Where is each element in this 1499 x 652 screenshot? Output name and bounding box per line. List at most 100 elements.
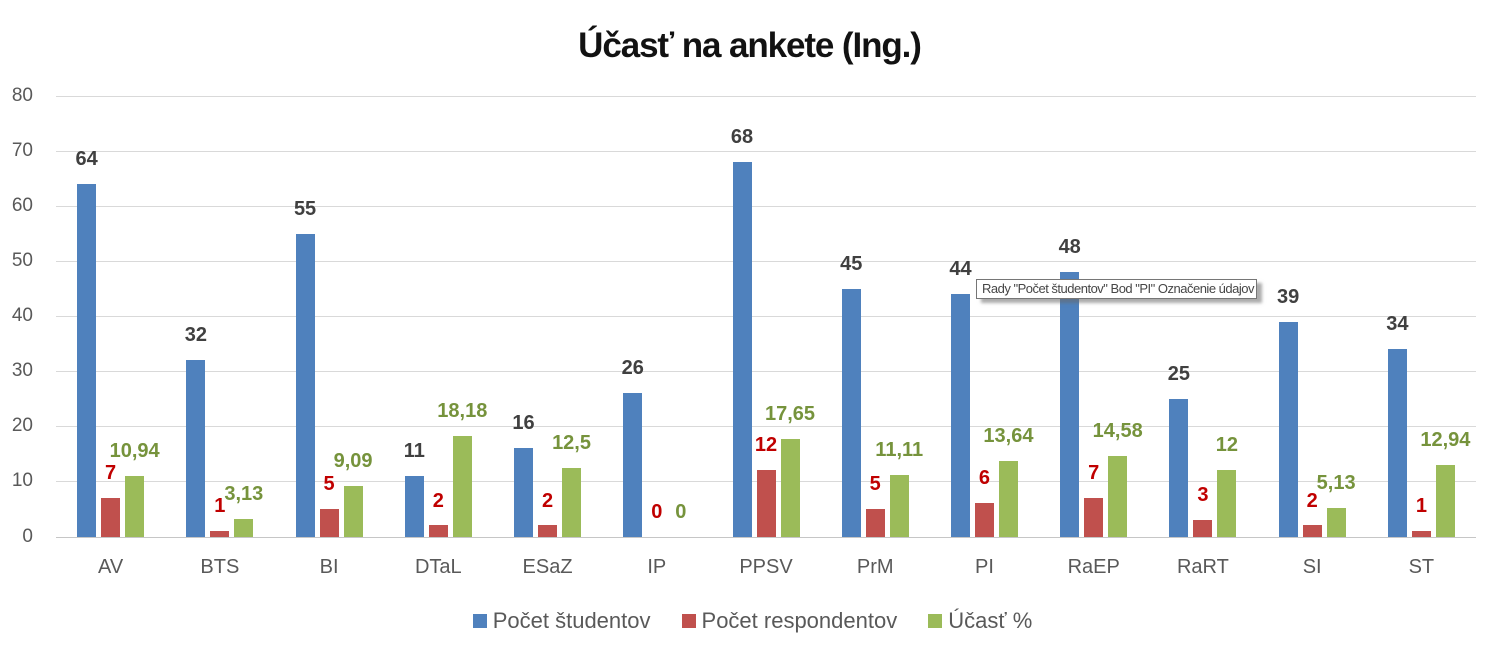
data-label-pocet-studentov-raep[interactable]: 48 xyxy=(1058,236,1081,259)
bar-pocet-studentov-st[interactable] xyxy=(1387,349,1407,537)
chart-title[interactable]: Účasť na ankete (Ing.) xyxy=(578,26,922,65)
bar-ucast-percent-esaz[interactable] xyxy=(562,467,582,537)
bar-ucast-percent-ppsv[interactable] xyxy=(780,439,800,537)
bar-pocet-studentov-dtal[interactable] xyxy=(404,475,424,537)
data-label-pocet-studentov-ip[interactable]: 26 xyxy=(621,357,644,380)
data-label-ucast-percent-dtal[interactable]: 18,18 xyxy=(437,400,488,423)
category-label-rart: RaRT xyxy=(1176,556,1229,578)
legend-label-ucast-percent: Účasť % xyxy=(948,608,1033,633)
bar-pocet-studentov-rart[interactable] xyxy=(1169,398,1189,537)
bar-pocet-respondentov-pi[interactable] xyxy=(974,503,994,537)
y-tick-label-20: 20 xyxy=(11,415,33,436)
bar-pocet-respondentov-dtal[interactable] xyxy=(428,525,448,537)
bar-pocet-respondentov-st[interactable] xyxy=(1411,530,1431,537)
category-label-dtal: DTaL xyxy=(414,556,462,578)
data-label-pocet-respondentov-av[interactable]: 7 xyxy=(105,461,117,484)
gridline-30 xyxy=(56,371,1476,372)
y-tick-label-70: 70 xyxy=(11,140,33,161)
bar-ucast-percent-st[interactable] xyxy=(1435,465,1455,537)
bar-ucast-percent-pi[interactable] xyxy=(998,461,1018,537)
data-label-ucast-percent-rart[interactable]: 12 xyxy=(1215,434,1239,457)
bar-pocet-respondentov-ppsv[interactable] xyxy=(756,470,776,537)
y-tick-label-40: 40 xyxy=(11,305,33,326)
data-label-pocet-studentov-bi[interactable]: 55 xyxy=(293,197,317,220)
y-tick-label-0: 0 xyxy=(22,526,33,547)
data-label-pocet-respondentov-bts[interactable]: 1 xyxy=(214,495,226,517)
data-label-pocet-studentov-st[interactable]: 34 xyxy=(1386,313,1409,336)
bar-pocet-respondentov-rart[interactable] xyxy=(1193,519,1213,537)
bar-pocet-respondentov-bts[interactable] xyxy=(210,530,230,537)
legend-item-pocet-studentov[interactable]: Počet študentov xyxy=(472,610,651,632)
bar-pocet-studentov-ip[interactable] xyxy=(623,393,643,537)
data-label-ucast-percent-raep[interactable]: 14,58 xyxy=(1092,420,1143,443)
data-label-ucast-percent-ip[interactable]: 0 xyxy=(675,500,687,523)
bar-ucast-percent-rart[interactable] xyxy=(1217,470,1237,537)
data-label-ucast-percent-av[interactable]: 10,94 xyxy=(109,440,160,463)
bar-ucast-percent-bi[interactable] xyxy=(343,486,363,537)
data-label-ucast-percent-ppsv[interactable]: 17,65 xyxy=(764,403,816,426)
legend-swatch-pocet-studentov xyxy=(472,614,487,628)
data-label-pocet-respondentov-esaz[interactable]: 2 xyxy=(541,489,554,512)
bar-pocet-studentov-esaz[interactable] xyxy=(514,448,534,537)
data-label-pocet-studentov-prm[interactable]: 45 xyxy=(840,252,863,275)
data-label-ucast-percent-pi[interactable]: 13,64 xyxy=(983,425,1034,448)
bar-pocet-studentov-raep[interactable] xyxy=(1060,272,1080,537)
bar-pocet-studentov-prm[interactable] xyxy=(841,288,861,537)
bar-pocet-studentov-bi[interactable] xyxy=(295,233,315,537)
data-label-pocet-respondentov-si[interactable]: 2 xyxy=(1306,489,1318,512)
bar-ucast-percent-si[interactable] xyxy=(1326,508,1346,537)
bar-pocet-studentov-bts[interactable] xyxy=(186,360,206,537)
data-label-pocet-respondentov-dtal[interactable]: 2 xyxy=(432,489,444,512)
y-tick-label-80: 80 xyxy=(11,85,33,106)
data-label-pocet-respondentov-bi[interactable]: 5 xyxy=(323,472,335,495)
bar-ucast-percent-prm[interactable] xyxy=(889,475,909,537)
data-label-pocet-respondentov-prm[interactable]: 5 xyxy=(869,472,881,495)
data-label-pocet-studentov-bts[interactable]: 32 xyxy=(184,324,207,347)
legend-item-pocet-respondentov[interactable]: Počet respondentov xyxy=(681,610,897,632)
category-label-raep: RaEP xyxy=(1067,556,1120,578)
data-label-pocet-studentov-av[interactable]: 64 xyxy=(75,148,98,171)
bar-pocet-studentov-si[interactable] xyxy=(1278,321,1298,537)
data-label-pocet-studentov-dtal[interactable]: 11 xyxy=(403,439,425,462)
bar-pocet-respondentov-bi[interactable] xyxy=(319,508,339,537)
bar-pocet-respondentov-prm[interactable] xyxy=(865,508,885,537)
bar-pocet-respondentov-si[interactable] xyxy=(1302,525,1322,537)
data-label-pocet-respondentov-rart[interactable]: 3 xyxy=(1197,484,1209,506)
bar-pocet-respondentov-esaz[interactable] xyxy=(538,525,558,537)
data-label-pocet-respondentov-ip[interactable]: 0 xyxy=(651,500,663,523)
gridline-80 xyxy=(56,96,1476,97)
category-label-st: ST xyxy=(1408,556,1435,578)
legend-item-ucast-percent[interactable]: Účasť % xyxy=(928,610,1032,632)
bar-ucast-percent-raep[interactable] xyxy=(1108,456,1128,537)
category-label-prm: PrM xyxy=(856,556,894,578)
bar-pocet-studentov-pi[interactable] xyxy=(950,294,970,537)
bar-pocet-studentov-av[interactable] xyxy=(77,184,97,537)
data-label-ucast-percent-bi[interactable]: 9,09 xyxy=(333,450,373,473)
bar-ucast-percent-bts[interactable] xyxy=(234,519,254,537)
legend-swatch-pocet-respondentov xyxy=(681,614,696,628)
data-label-pocet-respondentov-ppsv[interactable]: 12 xyxy=(754,434,778,457)
data-label-ucast-percent-si[interactable]: 5,13 xyxy=(1316,472,1356,495)
data-label-pocet-studentov-si[interactable]: 39 xyxy=(1277,285,1300,308)
x-axis-line xyxy=(56,537,1476,538)
data-label-pocet-respondentov-raep[interactable]: 7 xyxy=(1088,461,1100,484)
data-label-ucast-percent-prm[interactable]: 11,11 xyxy=(875,439,924,462)
data-label-pocet-studentov-pi[interactable]: 44 xyxy=(949,258,972,281)
bar-pocet-respondentov-raep[interactable] xyxy=(1084,497,1104,537)
bar-pocet-studentov-ppsv[interactable] xyxy=(732,162,752,537)
data-label-ucast-percent-bts[interactable]: 3,13 xyxy=(224,483,264,506)
data-label-ucast-percent-st[interactable]: 12,94 xyxy=(1420,429,1471,452)
category-label-av: AV xyxy=(98,556,124,578)
data-label-pocet-studentov-esaz[interactable]: 16 xyxy=(512,412,535,435)
data-label-pocet-studentov-rart[interactable]: 25 xyxy=(1167,362,1191,385)
y-tick-label-30: 30 xyxy=(11,360,33,381)
bar-ucast-percent-dtal[interactable] xyxy=(452,436,472,537)
data-label-ucast-percent-esaz[interactable]: 12,5 xyxy=(552,431,591,454)
bar-pocet-respondentov-av[interactable] xyxy=(101,497,121,537)
data-label-pocet-studentov-ppsv[interactable]: 68 xyxy=(730,126,754,149)
data-label-pocet-respondentov-st[interactable]: 1 xyxy=(1415,495,1427,517)
bar-ucast-percent-av[interactable] xyxy=(125,476,145,537)
category-label-bi: BI xyxy=(319,556,339,578)
data-label-pocet-respondentov-pi[interactable]: 6 xyxy=(978,467,991,490)
gridline-50 xyxy=(56,261,1476,262)
